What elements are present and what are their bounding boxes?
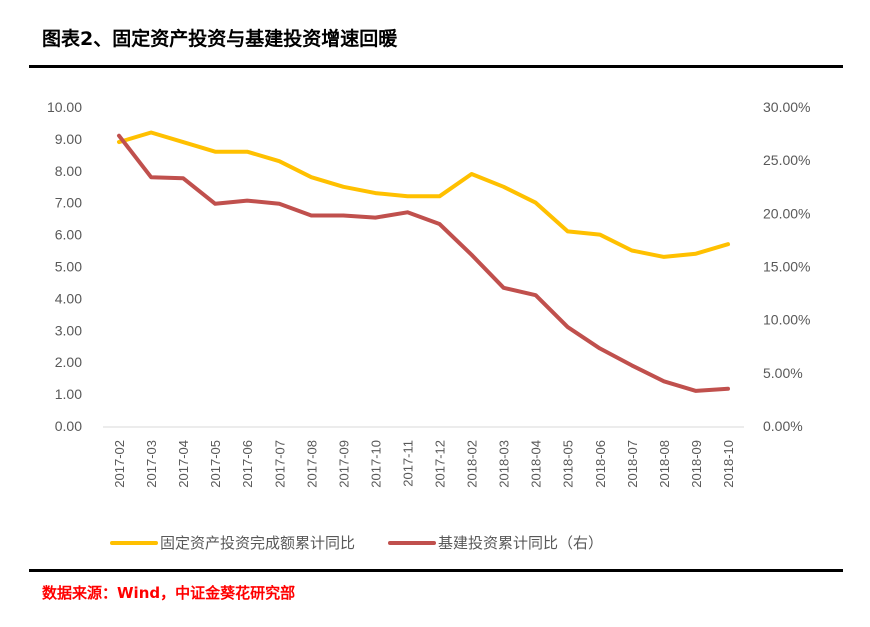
series-line-fixed-asset	[117, 130, 730, 259]
legend-label-infrastructure: 基建投资累计同比（右）	[438, 534, 604, 552]
left-axis-tick-label: 2.00	[55, 354, 82, 370]
left-axis-tick-label: 10.00	[47, 99, 82, 115]
x-axis-tick-label: 2018-09	[689, 440, 704, 488]
x-axis-tick-label: 2017-03	[144, 440, 159, 488]
right-axis-tick-label: 0.00%	[763, 418, 803, 434]
legend-item-fixed-asset: 固定资产投资完成额累计同比	[110, 532, 355, 553]
x-axis-tick-label: 2018-08	[657, 440, 672, 488]
x-axis-tick-label: 2017-06	[240, 440, 255, 488]
x-axis-ticks: 2017-02 2017-03 2017-04 2017-05 2017-06 2017-…	[112, 440, 736, 488]
x-axis-tick-label: 2018-04	[529, 440, 544, 488]
x-axis-tick-label: 2017-05	[208, 440, 223, 488]
right-axis-tick-label: 25.00%	[763, 152, 810, 168]
left-axis-tick-label: 7.00	[55, 195, 82, 211]
top-divider	[29, 65, 843, 68]
right-axis-tick-label: 5.00%	[763, 365, 803, 381]
line-chart: 0.00 1.00 2.00 3.00 4.00 5.00 6.00 7.00 8.00 9.00…	[47, 99, 811, 488]
chart-title: 图表2、固定资产投资与基建投资增速回暖	[42, 28, 398, 50]
left-axis-tick-label: 0.00	[55, 418, 82, 434]
left-axis-tick-label: 5.00	[55, 259, 82, 275]
x-axis-tick-label: 2017-11	[400, 440, 415, 487]
left-axis-tick-label: 1.00	[55, 386, 82, 402]
left-axis-tick-label: 3.00	[55, 322, 82, 338]
left-axis-tick-label: 6.00	[55, 227, 82, 243]
legend-swatch-infrastructure	[388, 540, 436, 545]
right-axis-tick-label: 20.00%	[763, 205, 810, 221]
x-axis-tick-label: 2017-09	[336, 440, 351, 488]
x-axis-tick-label: 2017-10	[368, 440, 383, 488]
left-axis-ticks: 0.00 1.00 2.00 3.00 4.00 5.00 6.00 7.00 8.00 9.00…	[47, 99, 82, 434]
legend-item-infrastructure: 基建投资累计同比（右）	[388, 532, 603, 553]
data-source-note: 数据来源：Wind，中证金葵花研究部	[42, 584, 296, 602]
x-axis-tick-label: 2017-08	[304, 440, 319, 488]
left-axis-tick-label: 4.00	[55, 290, 82, 306]
legend-label-fixed-asset: 固定资产投资完成额累计同比	[160, 534, 356, 552]
right-axis-tick-label: 15.00%	[763, 259, 810, 275]
bottom-divider	[29, 569, 843, 572]
x-axis-tick-label: 2018-02	[465, 440, 480, 488]
x-axis-tick-label: 2017-02	[112, 440, 127, 488]
x-axis-tick-label: 2018-07	[625, 440, 640, 488]
x-axis-tick-label: 2017-12	[433, 440, 448, 488]
series-lines	[117, 130, 730, 393]
x-axis-tick-label: 2018-05	[561, 440, 576, 488]
x-axis-tick-label: 2018-10	[721, 440, 736, 488]
x-axis-tick-label: 2017-04	[176, 440, 191, 488]
x-axis-tick-label: 2018-03	[497, 440, 512, 488]
left-axis-tick-label: 9.00	[55, 131, 82, 147]
right-axis-ticks: 0.00% 5.00% 10.00% 15.00% 20.00% 25.00% 30.00%	[763, 99, 810, 434]
x-axis-tick-label: 2018-06	[593, 440, 608, 488]
right-axis-tick-label: 30.00%	[763, 99, 810, 115]
series-line-infrastructure	[117, 133, 730, 393]
x-axis-tick-label: 2017-07	[272, 440, 287, 488]
legend-swatch-fixed-asset	[110, 540, 158, 545]
left-axis-tick-label: 8.00	[55, 163, 82, 179]
right-axis-tick-label: 10.00%	[763, 312, 810, 328]
